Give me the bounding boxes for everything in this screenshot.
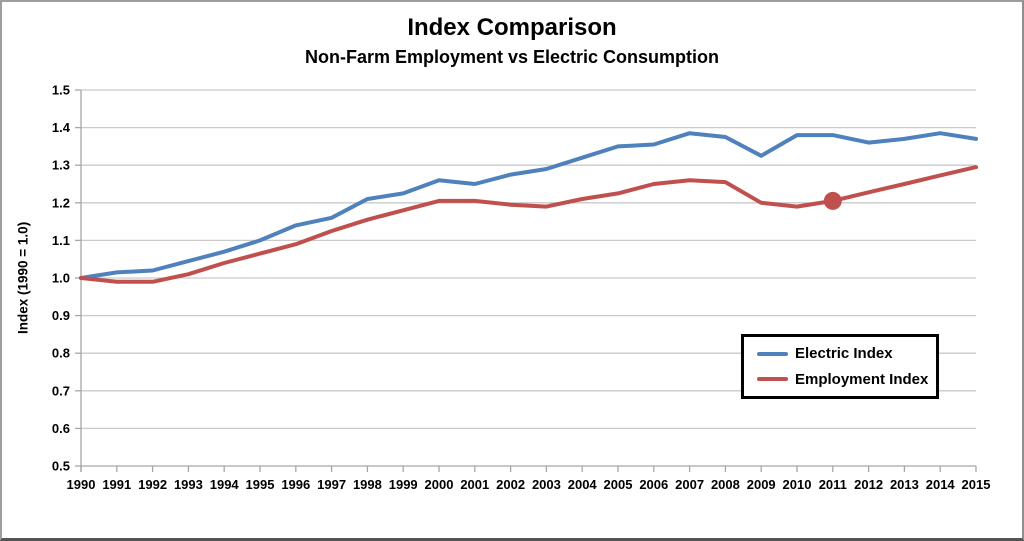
legend-item-employment: Employment Index: [757, 371, 936, 388]
x-tick-label: 1995: [246, 477, 275, 492]
x-tick-label: 1990: [67, 477, 96, 492]
y-tick-label: 1.0: [52, 271, 70, 286]
x-tick-label: 2013: [890, 477, 919, 492]
employment-line-swatch: [757, 377, 788, 382]
x-tick-label: 2001: [460, 477, 489, 492]
x-tick-label: 2004: [568, 477, 598, 492]
y-tick-label: 0.9: [52, 308, 70, 323]
x-tick-label: 2008: [711, 477, 740, 492]
x-tick-label: 2003: [532, 477, 561, 492]
x-tick-label: 2009: [747, 477, 776, 492]
employment-index-line: [79, 165, 978, 284]
y-tick-label: 0.5: [52, 459, 70, 474]
legend-item-electric: Electric Index: [757, 345, 936, 362]
chart-subtitle: Non-Farm Employment vs Electric Consumpt…: [304, 47, 720, 67]
chart-title: Index Comparison: [407, 14, 617, 41]
x-tick-label: 2015: [962, 477, 991, 492]
electric-index-line: [79, 131, 978, 280]
electric-line-swatch: [757, 351, 788, 356]
legend: Electric Index Employment Index: [741, 334, 939, 399]
legend-label-employment: Employment Index: [795, 370, 929, 388]
x-tick-label: 1996: [281, 477, 310, 492]
x-tick-label: 1991: [102, 477, 131, 492]
x-tick-label: 2012: [854, 477, 883, 492]
y-tick-label: 0.8: [52, 346, 70, 361]
x-tick-label: 1993: [174, 477, 203, 492]
y-tick-label: 1.2: [52, 195, 70, 210]
y-tick-label: 1.4: [52, 120, 71, 135]
x-tick-label: 2002: [496, 477, 525, 492]
x-tick-label: 2007: [675, 477, 704, 492]
x-tick-label: 1999: [389, 477, 418, 492]
legend-label-electric: Electric Index: [795, 345, 893, 363]
x-tick-label: 1997: [317, 477, 346, 492]
y-tick-label: 1.5: [52, 83, 70, 98]
x-tick-label: 2010: [783, 477, 812, 492]
y-tick-label: 1.3: [52, 158, 70, 173]
y-tick-label: 1.1: [52, 233, 70, 248]
x-tick-label: 2005: [604, 477, 633, 492]
x-tick-label: 2006: [639, 477, 668, 492]
y-tick-label: 0.6: [52, 421, 70, 436]
x-tick-label: 2000: [425, 477, 454, 492]
y-tick-label: 0.7: [52, 383, 70, 398]
x-tick-label: 1998: [353, 477, 382, 492]
x-tick-label: 2014: [926, 477, 956, 492]
employment-2011-marker: [823, 191, 842, 210]
x-tick-label: 2011: [819, 477, 847, 492]
x-tick-label: 1994: [210, 477, 240, 492]
x-tick-label: 1992: [138, 477, 167, 492]
